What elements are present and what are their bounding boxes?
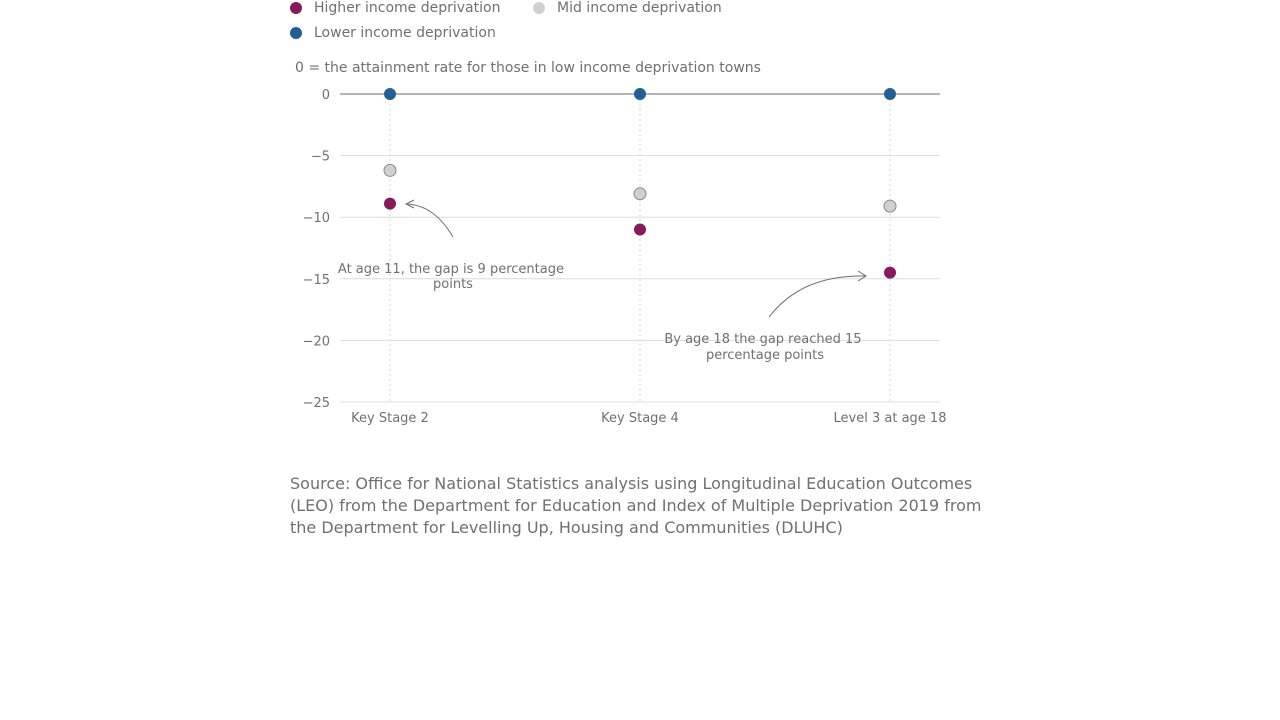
annotation-arrowhead-2-icon — [857, 270, 867, 282]
data-point-higher — [634, 223, 646, 236]
annotation-1-line-1: At age 11, the gap is 9 percentage — [338, 262, 564, 277]
data-point-mid — [633, 187, 647, 201]
x-tick-label: Key Stage 4 — [601, 411, 679, 426]
y-tick-label: −25 — [303, 396, 330, 411]
y-tick-label: −5 — [311, 150, 330, 165]
annotation-1-line-2: points — [433, 277, 473, 292]
annotation-2: By age 18 the gap reached 15 percentage … — [664, 332, 865, 363]
y-tick-label: 0 — [322, 88, 330, 103]
data-point-mid — [883, 199, 897, 213]
legend-item-lower: Lower income deprivation — [290, 25, 496, 41]
x-tick-label: Key Stage 2 — [351, 411, 429, 426]
y-tick-label: −10 — [303, 211, 330, 226]
legend-label-lower: Lower income deprivation — [314, 25, 496, 41]
data-point-higher — [884, 266, 896, 279]
annotation-2-line-1: By age 18 the gap reached 15 — [664, 332, 861, 347]
axis-layer: 0 −5 −10 −15 −20 −25 Key Stage 2 Key Stage 4 Lev… — [303, 88, 947, 426]
chart-plot: 0 = the attainment rate for those in low… — [295, 60, 947, 426]
data-point-lower — [634, 88, 646, 100]
points-layer — [383, 88, 897, 279]
legend-dot-mid-icon — [533, 2, 545, 14]
chart-subtitle: 0 = the attainment rate for those in low… — [295, 60, 761, 76]
annotation-arrowhead-1-icon — [404, 199, 415, 209]
grid-layer — [340, 93, 940, 403]
source-note: Source: Office for National Statistics a… — [290, 474, 982, 537]
annotation-arrow-2 — [768, 275, 867, 318]
legend-item-mid: Mid income deprivation — [533, 0, 722, 16]
x-tick-label: Level 3 at age 18 — [834, 411, 947, 426]
legend-label-mid: Mid income deprivation — [557, 0, 722, 16]
annotation-1: At age 11, the gap is 9 percentage point… — [338, 262, 568, 292]
legend-dot-lower-icon — [290, 27, 302, 39]
annotation-layer: At age 11, the gap is 9 percentage point… — [338, 199, 867, 363]
annotation-arrow-1 — [406, 203, 454, 238]
annotation-2-line-2: percentage points — [706, 348, 824, 363]
data-point-lower — [384, 88, 396, 100]
data-point-lower — [884, 88, 896, 100]
legend-label-higher: Higher income deprivation — [314, 0, 501, 16]
data-point-mid — [383, 163, 397, 177]
y-tick-label: −20 — [303, 334, 330, 349]
legend-dot-higher-icon — [290, 2, 302, 14]
y-tick-label: −15 — [303, 273, 330, 288]
data-point-higher — [384, 197, 396, 210]
legend-item-higher: Higher income deprivation — [290, 0, 500, 16]
